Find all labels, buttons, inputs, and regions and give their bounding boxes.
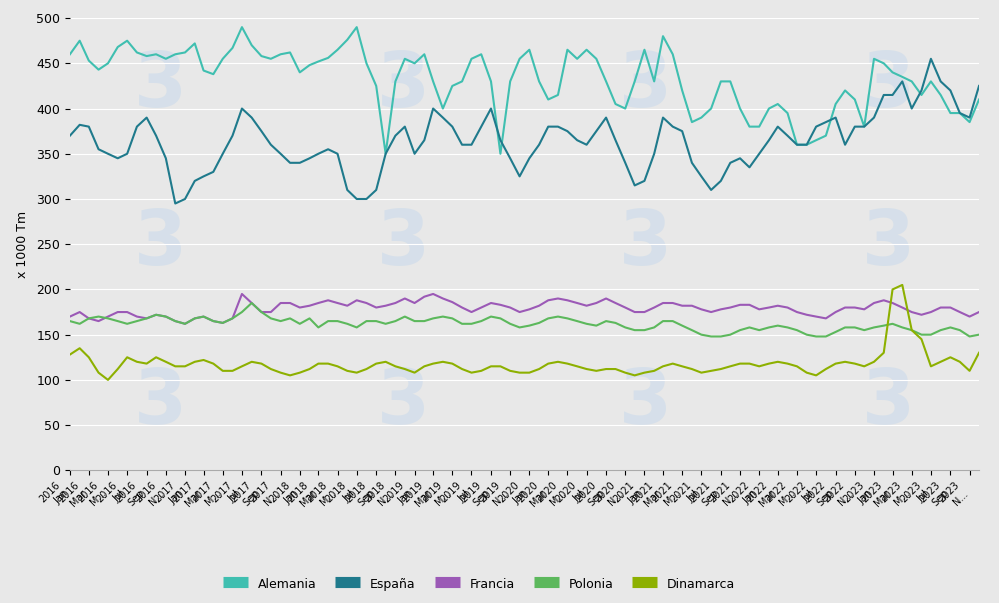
Text: 3: 3 xyxy=(861,365,915,440)
Text: 3: 3 xyxy=(134,49,188,123)
Y-axis label: x 1000 Tm: x 1000 Tm xyxy=(16,210,29,278)
Text: 3: 3 xyxy=(619,365,672,440)
Text: 3: 3 xyxy=(134,207,188,281)
Text: 3: 3 xyxy=(619,207,672,281)
Text: 3: 3 xyxy=(861,49,915,123)
Text: 3: 3 xyxy=(377,49,430,123)
Text: 3: 3 xyxy=(861,207,915,281)
Legend: Alemania, España, Francia, Polonia, Dinamarca: Alemania, España, Francia, Polonia, Dina… xyxy=(223,577,735,591)
Text: 3: 3 xyxy=(377,365,430,440)
Text: 3: 3 xyxy=(619,49,672,123)
Text: 3: 3 xyxy=(134,365,188,440)
Text: 3: 3 xyxy=(377,207,430,281)
